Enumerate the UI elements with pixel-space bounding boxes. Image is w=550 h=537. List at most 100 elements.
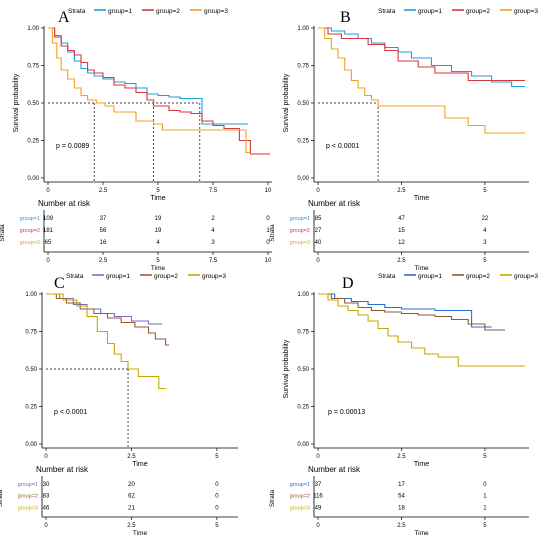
x-tick-label: 2.5 (397, 454, 406, 460)
risk-cell: 56 (100, 228, 107, 234)
legend-label-1: group=1 (418, 8, 442, 15)
legend-label-1: group=1 (418, 273, 442, 280)
x-axis-label: Time (150, 195, 165, 202)
survival-curve-group-2 (46, 293, 170, 346)
risk-cell: 85 (315, 216, 322, 222)
risk-row-label-2: group=2 (18, 494, 38, 500)
risk-x-axis-label: Time (414, 530, 429, 537)
x-tick-label: 2.5 (127, 454, 136, 460)
legend-label-3: group=3 (204, 8, 228, 15)
x-tick-label: 5 (483, 454, 487, 460)
y-tick-label: 0.75 (297, 330, 309, 336)
legend-label-1: group=1 (108, 8, 132, 15)
risk-row-label-2: group=2 (290, 494, 310, 500)
risk-cell: 16 (100, 240, 107, 246)
legend-title: Strata (378, 8, 396, 15)
risk-cell: 47 (398, 216, 405, 222)
risk-cell: 3 (211, 240, 215, 246)
survival-curve-group-1 (318, 293, 492, 328)
risk-cell: 19 (155, 228, 162, 234)
risk-cell: 0 (266, 240, 270, 246)
y-axis-label: Survival probability (283, 73, 290, 132)
y-tick-label: 0.50 (297, 367, 309, 373)
survival-curve-group-3 (318, 293, 525, 367)
risk-row-label-3: group=3 (18, 505, 38, 511)
risk-x-tick-label: 0 (316, 523, 320, 529)
risk-x-tick-label: 0 (46, 258, 50, 264)
x-tick-label: 5 (156, 188, 160, 194)
y-tick-label: 0.75 (25, 330, 37, 336)
survival-curve-group-3 (48, 27, 251, 154)
legend-label-2: group=2 (466, 8, 490, 15)
x-tick-label: 2.5 (99, 188, 108, 194)
survival-curve-group-3 (46, 293, 166, 390)
legend-label-1: group=1 (106, 273, 130, 280)
risk-cell: 1 (483, 494, 487, 500)
risk-table-strata-label: Strata (269, 489, 276, 507)
risk-x-tick-label: 5 (156, 258, 160, 264)
risk-table-strata-label: Strata (0, 489, 4, 507)
y-tick-label: 1.00 (27, 26, 39, 32)
risk-table-title: Number at risk (308, 199, 361, 208)
y-tick-label: 1.00 (297, 292, 309, 298)
y-tick-label: 0.25 (297, 405, 309, 411)
legend-title: Strata (66, 273, 84, 280)
km-panel-b: Strata group=1 group=2 group=3 B 0.00 0.25 0.50… (269, 8, 538, 272)
survival-curve-group-3 (318, 27, 525, 134)
risk-table-strata-label: Strata (269, 224, 276, 242)
legend-label-2: group=2 (156, 8, 180, 15)
risk-x-tick-label: 7.5 (209, 258, 218, 264)
panel-letter: B (340, 9, 351, 26)
risk-cell: 116 (313, 494, 323, 500)
risk-table-title: Number at risk (36, 465, 89, 474)
risk-row-label-1: group=1 (20, 216, 40, 222)
y-tick-label: 0.50 (27, 101, 39, 107)
risk-row-label-3: group=3 (290, 240, 310, 246)
risk-cell: 22 (482, 216, 489, 222)
x-tick-label: 5 (483, 188, 487, 194)
y-tick-label: 0.25 (25, 405, 37, 411)
x-tick-label: 10 (265, 188, 272, 194)
y-tick-label: 0.00 (25, 442, 37, 448)
x-tick-label: 0 (316, 188, 320, 194)
y-axis-label: Survival probability (13, 73, 20, 132)
legend-label-2: group=2 (466, 273, 490, 280)
survival-curve-group-1 (48, 27, 249, 125)
risk-cell: 46 (43, 505, 50, 511)
risk-row-label-2: group=2 (290, 228, 310, 234)
panel-letter: C (54, 275, 65, 292)
risk-row-label-1: group=1 (18, 482, 38, 488)
y-tick-label: 0.50 (297, 101, 309, 107)
risk-cell: 4 (156, 240, 160, 246)
risk-x-axis-label: Time (414, 265, 429, 272)
risk-x-tick-label: 0 (44, 523, 48, 529)
risk-cell: 0 (215, 482, 219, 488)
risk-cell: 65 (45, 240, 52, 246)
survival-curve-group-2 (318, 293, 505, 331)
y-tick-label: 0.00 (297, 442, 309, 448)
risk-x-tick-label: 0 (316, 258, 320, 264)
x-axis-label: Time (414, 461, 429, 468)
legend-title: Strata (378, 273, 396, 280)
risk-cell: 18 (398, 505, 405, 511)
x-tick-label: 0 (316, 454, 320, 460)
risk-cell: 1 (266, 228, 270, 234)
risk-cell: 15 (398, 228, 405, 234)
survival-curve-group-2 (48, 27, 271, 155)
risk-row-label-2: group=2 (20, 228, 40, 234)
y-tick-label: 0.00 (297, 176, 309, 182)
risk-cell: 40 (315, 240, 322, 246)
y-tick-label: 1.00 (297, 26, 309, 32)
legend-label-3: group=3 (202, 273, 226, 280)
risk-cell: 49 (315, 505, 322, 511)
risk-cell: 83 (43, 494, 50, 500)
km-panel-a: Strata group=1 group=2 group=3 A 0.00 0.25 0.50… (0, 8, 272, 272)
risk-x-tick-label: 5 (483, 258, 487, 264)
risk-table-title: Number at risk (308, 465, 361, 474)
risk-x-axis-label: Time (133, 530, 148, 537)
risk-x-tick-label: 5 (215, 523, 219, 529)
legend-label-2: group=2 (154, 273, 178, 280)
risk-cell: 1 (483, 505, 487, 511)
risk-cell: 54 (398, 494, 405, 500)
